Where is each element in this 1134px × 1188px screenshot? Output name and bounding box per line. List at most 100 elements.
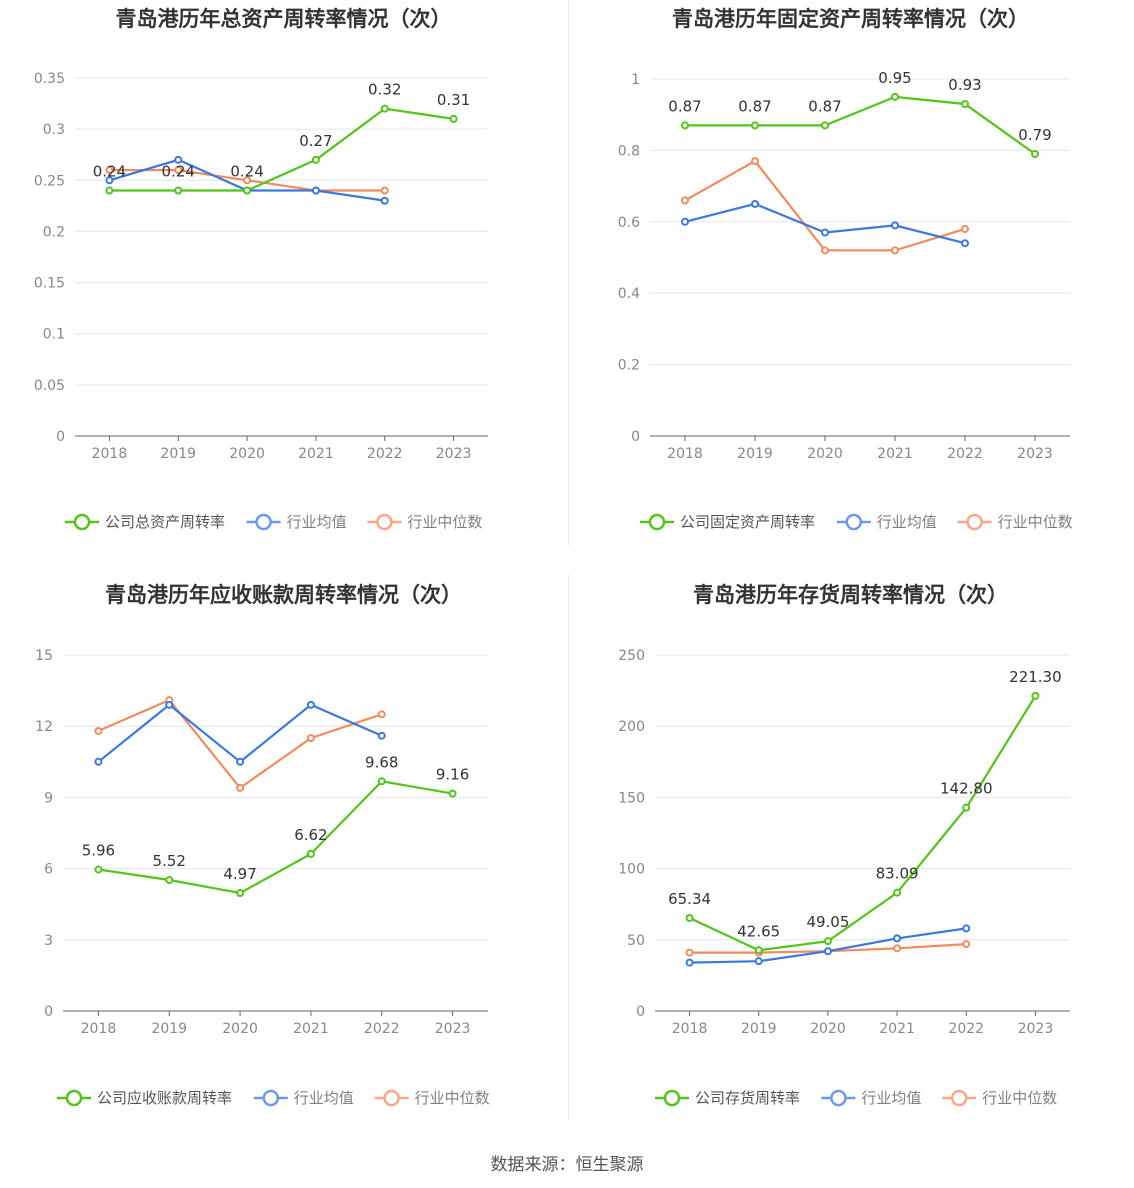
legend-marker-median [950, 1089, 968, 1107]
data-point-company [243, 186, 252, 195]
y-tick-label: 0.4 [618, 286, 640, 302]
legend-marker-company [663, 1089, 681, 1107]
y-tick-label: 0.8 [618, 143, 640, 159]
legend-item-company: 公司总资产周转率 [65, 513, 225, 531]
data-point-company [681, 121, 689, 130]
chart-panel-total-asset-turnover: 青岛港历年总资产周转率情况（次） 0 0.05 0.1 0.15 0.2 0.25 0.3 0.… [0, 0, 567, 570]
data-point-median [236, 783, 245, 792]
x-tick-label: 2022 [948, 1021, 984, 1037]
y-tick-label: 0.25 [34, 173, 65, 189]
vertical-divider [568, 575, 569, 1120]
x-tick-label: 2023 [1017, 446, 1053, 462]
data-point-median [961, 224, 969, 233]
data-point-company [751, 121, 759, 130]
x-tick-label: 2020 [222, 1021, 258, 1037]
legend-marker-company [73, 513, 91, 531]
data-label: 65.34 [668, 890, 711, 908]
data-label: 6.62 [294, 826, 327, 844]
data-label: 0.32 [368, 81, 401, 99]
legend-label: 行业均值 [877, 513, 937, 531]
data-point-company [377, 777, 386, 786]
data-point-avg [165, 700, 174, 709]
data-label: 0.93 [948, 76, 981, 94]
data-point-company [380, 104, 389, 113]
data-label: 0.24 [93, 163, 126, 181]
chart-title: 青岛港历年固定资产周转率情况（次） [672, 7, 1029, 31]
data-label: 0.79 [1018, 126, 1051, 144]
legend-marker-avg [262, 1089, 280, 1107]
series-line-company [98, 780, 453, 895]
x-tick-label: 2021 [298, 446, 334, 462]
series-line-median [684, 159, 966, 252]
y-tick-label: 3 [44, 933, 53, 949]
data-point-median [94, 726, 103, 735]
data-label: 0.27 [299, 132, 332, 150]
data-label: 9.16 [436, 766, 469, 784]
chart-title: 青岛港历年应收账款周转率情况（次） [105, 583, 462, 607]
data-label: 0.87 [738, 97, 771, 115]
y-tick-label: 200 [618, 719, 645, 735]
y-tick-label: 0.05 [34, 378, 65, 394]
data-point-median [174, 166, 183, 175]
data-point-company [823, 937, 832, 946]
series-line-median [97, 698, 383, 790]
data-point-avg [377, 731, 386, 740]
legend-label: 行业中位数 [998, 513, 1073, 531]
x-tick-label: 2019 [737, 446, 773, 462]
x-tick-label: 2019 [741, 1021, 777, 1037]
data-point-company [962, 803, 971, 812]
data-point-avg [961, 239, 969, 248]
y-tick-label: 0 [636, 1004, 645, 1020]
chart-svg: 青岛港历年存货周转率情况（次） 0 50 100 150 200 250 2018 2019 20… [618, 583, 1070, 1107]
chart-panel-fixed-asset-turnover: 青岛港历年固定资产周转率情况（次） 0 0.2 0.4 0.6 0.8 1 2018 2019 2… [567, 0, 1134, 570]
y-tick-label: 50 [627, 933, 645, 949]
data-point-median [243, 176, 252, 185]
legend-label: 公司存货周转率 [695, 1089, 800, 1107]
y-tick-label: 0.1 [43, 327, 65, 343]
data-point-avg [754, 957, 763, 966]
data-label: 5.52 [153, 852, 186, 870]
x-tick-label: 2018 [81, 1021, 117, 1037]
y-tick-label: 0 [44, 1004, 53, 1020]
x-tick-label: 2022 [364, 1021, 400, 1037]
data-point-company [105, 186, 114, 195]
x-tick-label: 2018 [92, 446, 128, 462]
data-source-label: 数据来源：恒生聚源 [490, 1155, 644, 1175]
data-label: 42.65 [737, 922, 780, 940]
y-tick-label: 0 [631, 429, 640, 445]
data-label: 49.05 [806, 913, 849, 931]
legend-label: 行业中位数 [982, 1089, 1057, 1107]
data-point-company [754, 946, 763, 955]
data-label: 0.24 [162, 163, 195, 181]
chart-svg: 青岛港历年应收账款周转率情况（次） 0 3 6 9 12 15 2018 2019 2020 202… [35, 583, 489, 1107]
data-point-avg [891, 221, 899, 230]
series-line-avg [684, 202, 966, 245]
y-tick-label: 6 [44, 862, 53, 878]
legend-item-avg: 行业均值 [836, 513, 937, 531]
data-label: 221.30 [1009, 668, 1062, 686]
data-point-company [1031, 149, 1039, 158]
x-tick-label: 2021 [879, 1021, 915, 1037]
x-tick-label: 2020 [807, 446, 843, 462]
legend-label: 行业均值 [294, 1089, 354, 1107]
data-point-avg [306, 700, 315, 709]
legend-marker-company [65, 1089, 83, 1107]
data-point-company [961, 99, 969, 108]
data-point-avg [105, 176, 114, 185]
data-label: 142.80 [940, 780, 993, 798]
legend-label: 行业均值 [861, 1089, 921, 1107]
vertical-divider [568, 0, 569, 545]
legend-marker-median [966, 513, 983, 531]
x-tick-label: 2022 [947, 446, 983, 462]
x-tick-label: 2023 [1018, 1021, 1054, 1037]
data-point-avg [311, 186, 320, 195]
data-point-company [449, 114, 458, 123]
data-point-company [306, 849, 315, 858]
data-point-company [448, 789, 457, 798]
chart-svg: 青岛港历年总资产周转率情况（次） 0 0.05 0.1 0.15 0.2 0.25 0.3 0.… [34, 7, 488, 531]
data-point-median [962, 940, 971, 949]
data-point-company [893, 888, 902, 897]
y-tick-label: 12 [35, 719, 53, 735]
data-point-median [377, 710, 386, 719]
legend-marker-avg [255, 513, 272, 531]
